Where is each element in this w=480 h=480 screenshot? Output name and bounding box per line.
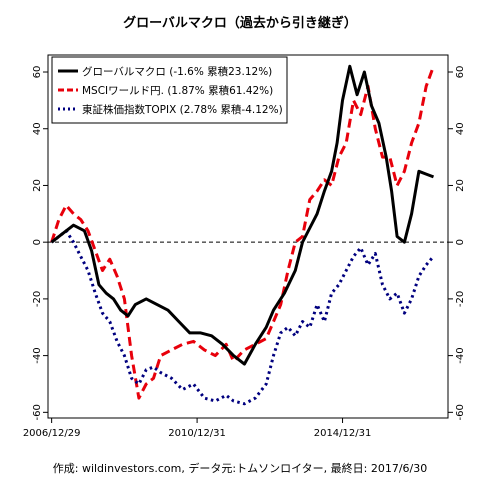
x-tick-label: 2010/12/31 [168,428,226,439]
legend-label-global-macro: グローバルマクロ (-1.6% 累積23.12%) [82,65,272,78]
footer-credit: 作成: wildinvestors.com, データ元:トムソンロイター, 最終… [53,461,427,475]
y-tick-label-left: 0 [32,239,43,245]
y-tick-label-left: 20 [32,179,43,192]
y-tick-label-left: 40 [32,122,43,135]
y-tick-label-right: -40 [455,347,466,363]
x-axis: 2006/12/29 2010/12/31 2014/12/31 [23,418,372,439]
plot-frame [47,54,449,419]
y-axis-right: -60 -40 -20 0 20 40 60 [448,66,466,421]
x-tick-label: 2014/12/31 [314,428,372,439]
y-tick-label-right: -60 [455,404,466,420]
series-line-0 [50,64,435,366]
y-tick-label-right: 20 [455,179,466,192]
y-tick-label-right: -20 [455,291,466,307]
legend: グローバルマクロ (-1.6% 累積23.12%) MSCIワールド円. (1.… [51,56,288,124]
y-tick-label-left: -20 [32,291,43,307]
series-line-2 [50,229,435,406]
y-tick-label-left: 60 [32,66,43,79]
y-tick-label-right: 40 [455,122,466,135]
legend-label-msci: MSCIワールド円. (1.87% 累積61.42%) [82,84,273,97]
legend-label-topix: 東証株価指数TOPIX (2.78% 累積-4.12%) [82,103,283,116]
y-tick-label-left: -60 [32,404,43,420]
y-axis-left: -60 -40 -20 0 20 40 60 [32,66,48,421]
series-layer [50,64,435,406]
x-tick-label: 2006/12/29 [23,428,81,439]
series-line-1 [50,65,435,400]
legend-box [51,56,288,124]
y-tick-label-left: -40 [32,347,43,363]
chart-title: グローバルマクロ（過去から引き継ぎ） [123,15,357,31]
y-tick-label-right: 60 [455,66,466,79]
y-tick-label-right: 0 [455,239,466,245]
